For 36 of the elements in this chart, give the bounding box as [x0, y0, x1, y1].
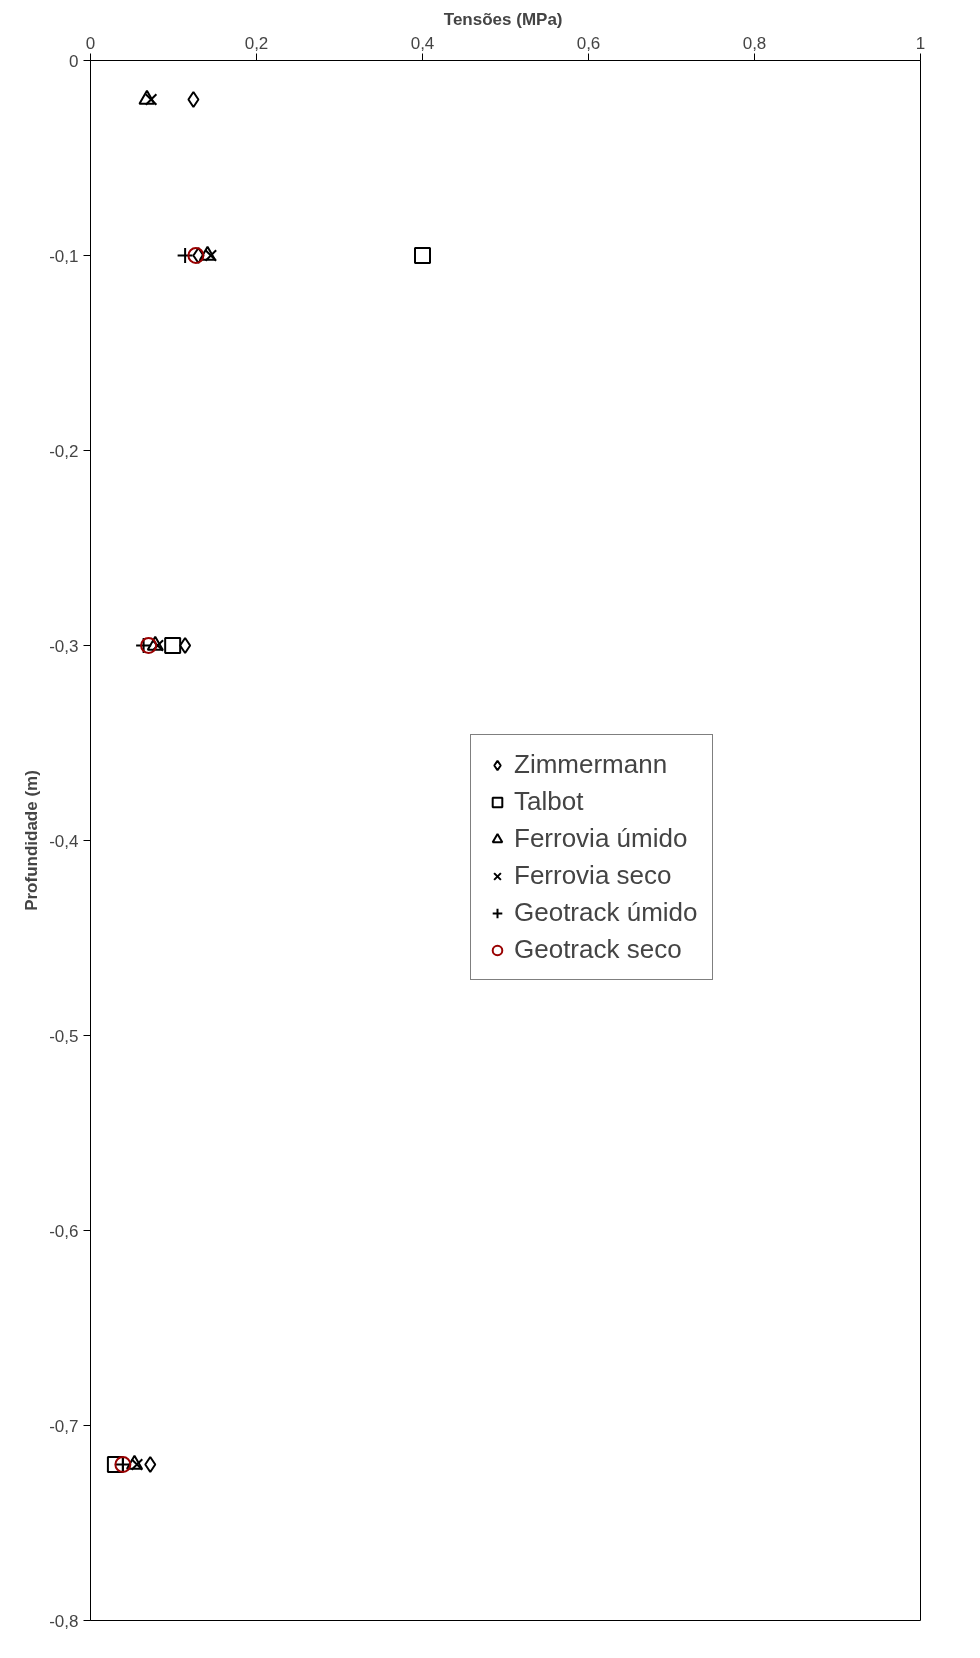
legend-label: Zimmermann: [514, 749, 668, 780]
x-tick-label: 0,8: [742, 33, 767, 53]
point: [176, 247, 194, 264]
point: [187, 91, 200, 108]
x-axis-title: Tensões (MPa): [443, 9, 563, 29]
legend-label: Geotrack úmido: [514, 897, 698, 928]
point: [144, 1456, 157, 1473]
y-tick-label: -0,6: [49, 1221, 79, 1241]
y-tick-label: -0,7: [49, 1416, 79, 1436]
legend-label: Geotrack seco: [514, 934, 682, 965]
x-tick-label: 0,6: [576, 33, 601, 53]
legend-label: Talbot: [514, 786, 584, 817]
point: [144, 93, 158, 106]
y-axis-title: Profundidade (m): [22, 770, 42, 911]
y-tick-label: -0,1: [49, 246, 79, 266]
point: [164, 637, 182, 654]
y-tick-label: 0: [69, 51, 79, 71]
point: [187, 247, 205, 264]
point: [140, 637, 158, 654]
y-tick-label: -0,2: [49, 441, 79, 461]
x-tick-label: 0: [85, 33, 96, 53]
x-tick-label: 0,2: [244, 33, 269, 53]
y-tick-label: -0,8: [49, 1611, 79, 1631]
point: [192, 247, 205, 264]
x-tick-label: 1: [915, 33, 926, 53]
legend-label: Ferrovia úmido: [514, 823, 688, 854]
point: [204, 249, 218, 262]
x-tick-label: 0,4: [410, 33, 435, 53]
point: [130, 1458, 144, 1471]
y-tick-label: -0,5: [49, 1026, 79, 1046]
legend-label: Ferrovia seco: [514, 860, 672, 891]
point: [179, 637, 192, 654]
point: [151, 639, 165, 652]
y-tick-label: -0,3: [49, 636, 79, 656]
point: [414, 247, 431, 264]
y-tick-label: -0,4: [49, 831, 79, 851]
